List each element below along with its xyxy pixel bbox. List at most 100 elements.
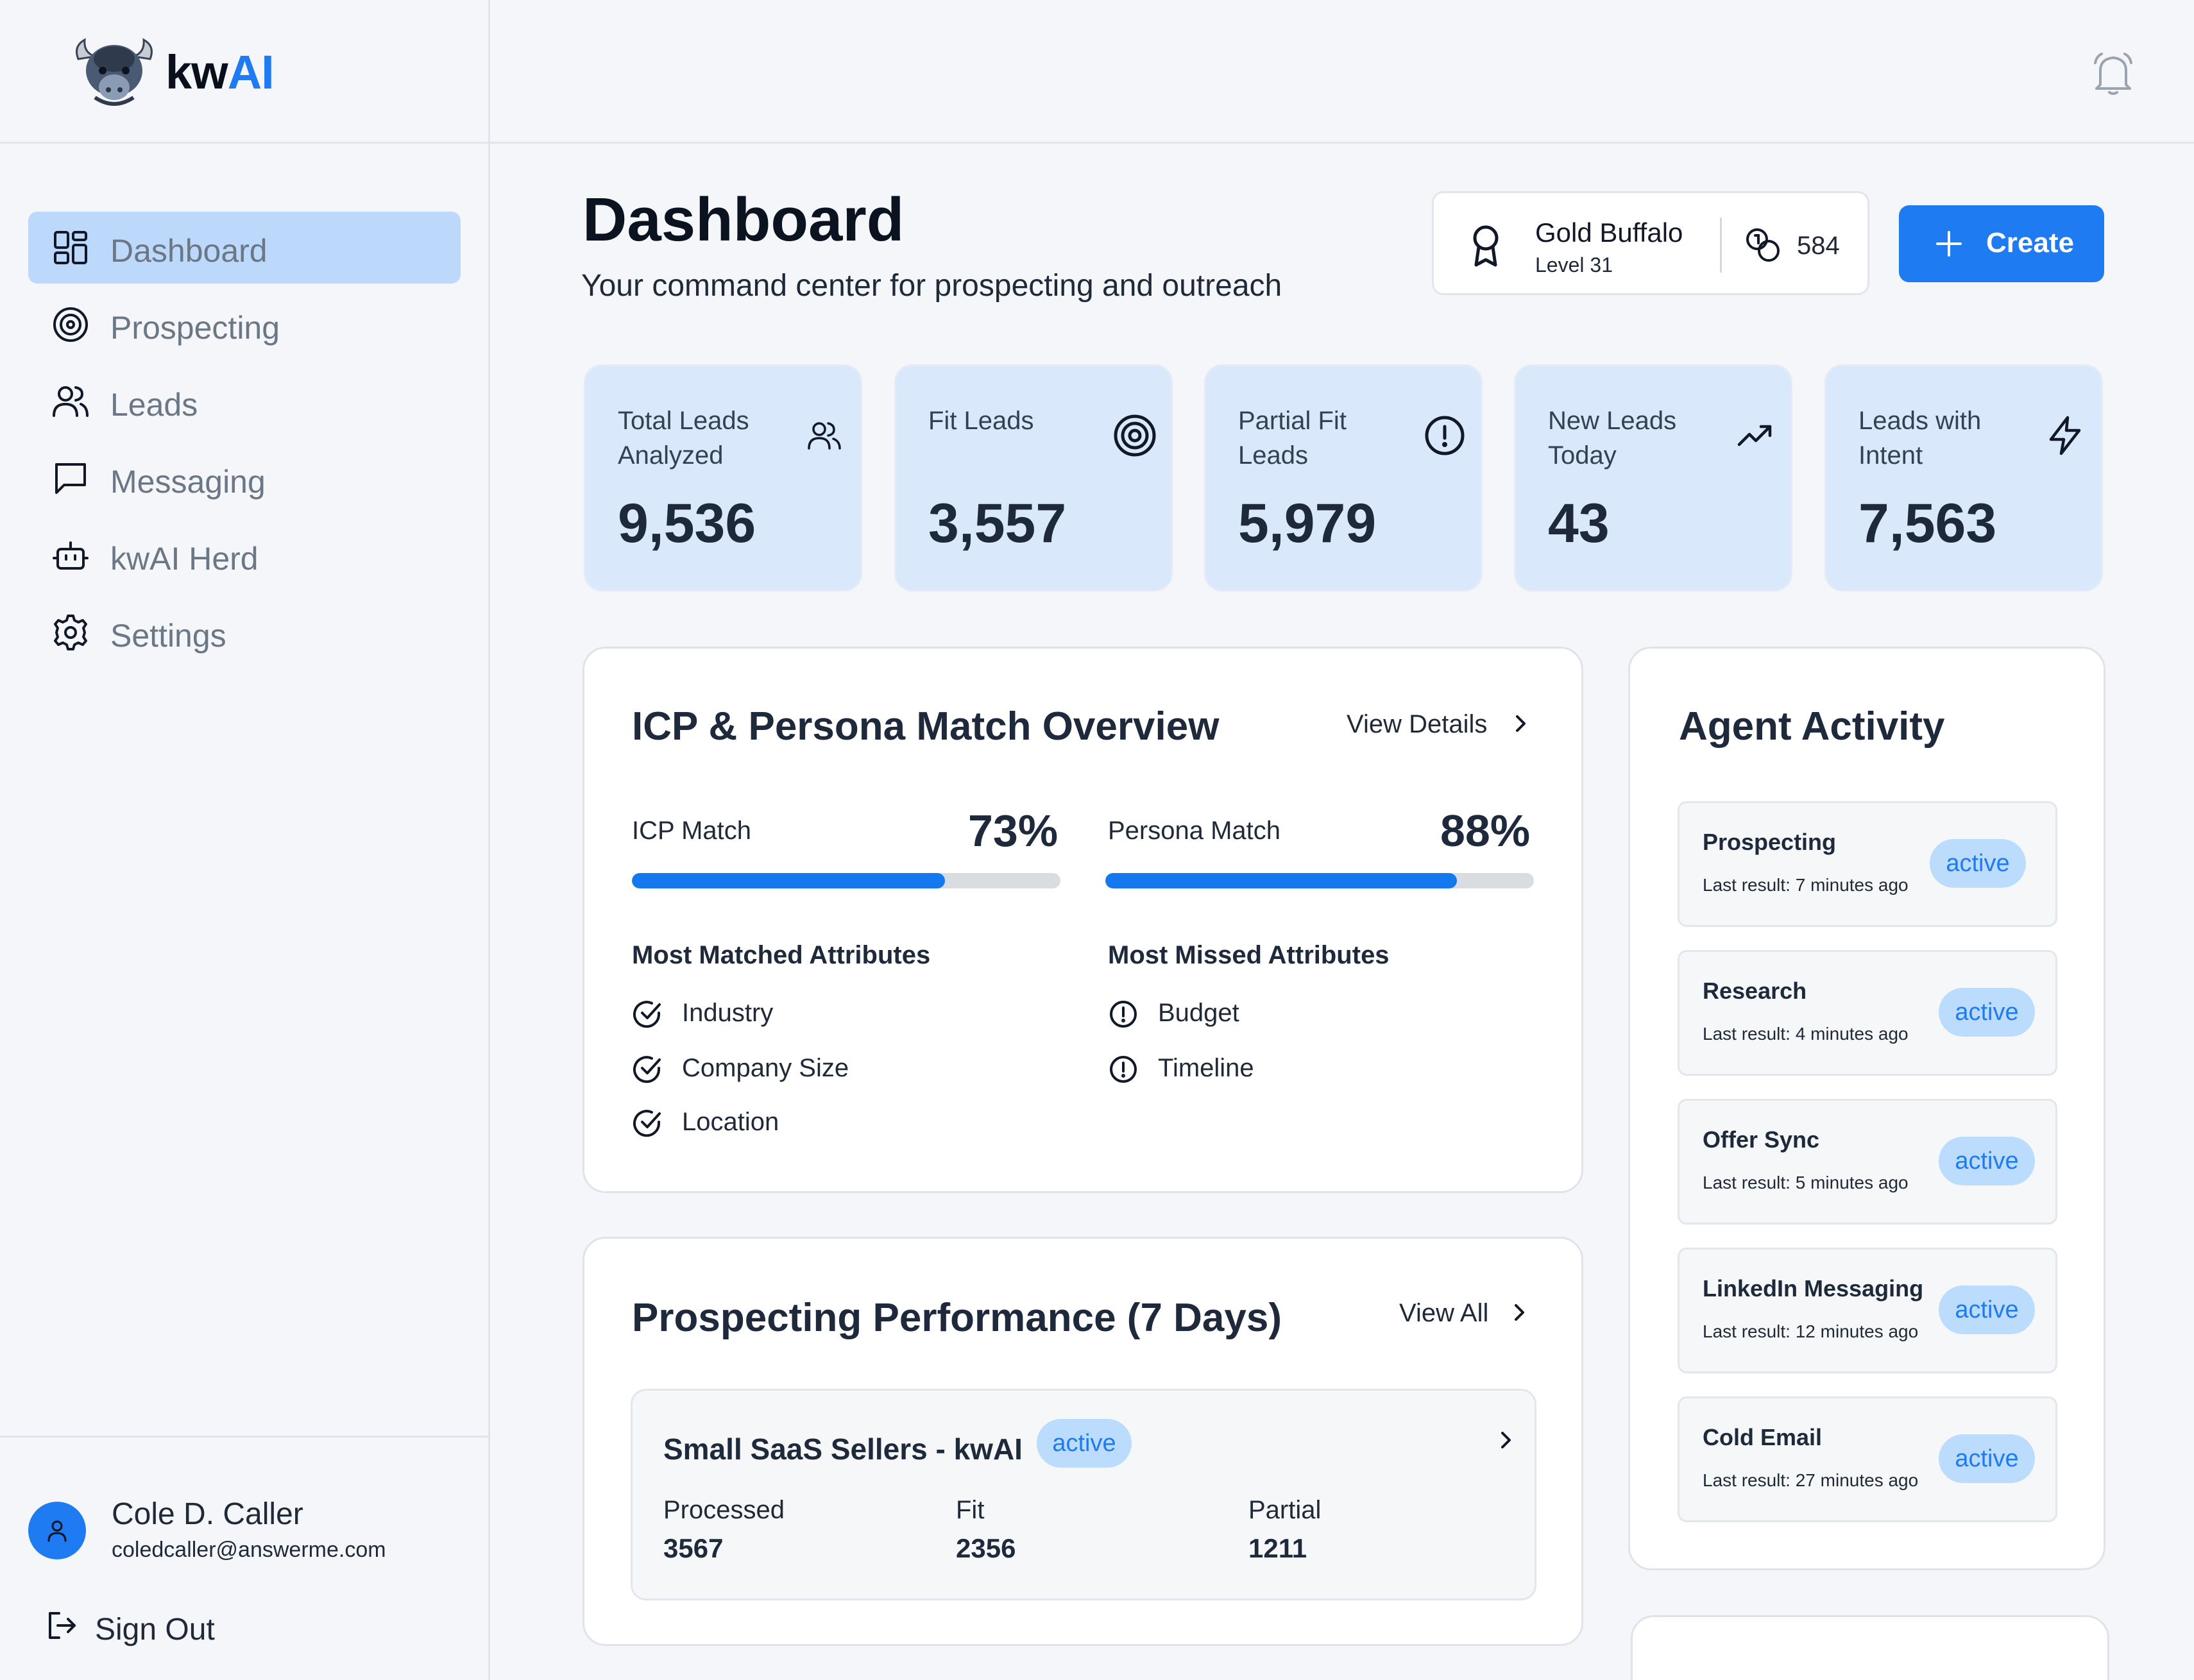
missed-attribute-item: Timeline bbox=[1108, 1050, 1467, 1089]
status-badge: active bbox=[1939, 988, 2035, 1037]
attribute-label: Budget bbox=[1158, 999, 1239, 1027]
rank-name: Gold Buffalo bbox=[1535, 217, 1683, 248]
divider bbox=[1720, 217, 1722, 273]
create-button[interactable]: Create bbox=[1899, 205, 2104, 282]
missed-attribute-item: Budget bbox=[1108, 995, 1467, 1033]
agent-item-prospecting[interactable]: Prospecting Last result: 7 minutes ago a… bbox=[1678, 801, 2057, 927]
panel-title: ICP & Persona Match Overview bbox=[632, 704, 1220, 749]
matched-attribute-item: Location bbox=[632, 1104, 991, 1142]
attribute-label: Location bbox=[682, 1108, 779, 1136]
buffalo-logo[interactable] bbox=[72, 33, 157, 110]
sidebar-item-messaging[interactable]: Messaging bbox=[28, 443, 461, 514]
brand-name[interactable]: kwAI bbox=[166, 45, 275, 99]
status-badge: active bbox=[1037, 1419, 1132, 1468]
missed-attributes-heading: Most Missed Attributes bbox=[1108, 941, 1390, 969]
avatar[interactable] bbox=[28, 1502, 86, 1559]
stat-card-new-leads[interactable]: New Leads Today 43 bbox=[1514, 364, 1792, 591]
gear-icon bbox=[51, 613, 90, 652]
alert-circle-icon bbox=[1108, 1054, 1139, 1085]
stat-label: Partial Fit Leads bbox=[1238, 407, 1347, 470]
agent-name: Research bbox=[1703, 978, 1807, 1004]
stat-label: Total Leads Analyzed bbox=[618, 407, 749, 470]
stat-value: 7,563 bbox=[1858, 493, 1997, 554]
sidebar-item-label: kwAI Herd bbox=[110, 541, 259, 577]
campaign-name: Small SaaS Sellers - kwAI bbox=[663, 1432, 1023, 1466]
stat-value: 43 bbox=[1548, 493, 1610, 554]
panel-title: Agent Activity bbox=[1679, 704, 1945, 749]
alert-circle-icon bbox=[1108, 999, 1139, 1030]
user-email: coledcaller@answerme.com bbox=[112, 1538, 386, 1562]
sidebar-item-label: Leads bbox=[110, 387, 198, 423]
panel-title: Prospecting Performance (7 Days) bbox=[632, 1296, 1282, 1340]
status-badge: active bbox=[1939, 1137, 2035, 1185]
attribute-label: Company Size bbox=[682, 1054, 849, 1082]
users-icon bbox=[801, 412, 847, 459]
view-details-link[interactable]: View Details bbox=[1347, 710, 1488, 738]
attribute-label: Industry bbox=[682, 999, 774, 1027]
award-icon bbox=[1467, 223, 1504, 267]
icp-progress-bar bbox=[632, 873, 1060, 888]
chevron-right-icon[interactable] bbox=[1509, 713, 1531, 734]
status-badge: active bbox=[1930, 839, 2026, 888]
sidebar-item-settings[interactable]: Settings bbox=[28, 597, 461, 668]
prospecting-performance-panel: Prospecting Performance (7 Days) View Al… bbox=[583, 1237, 1583, 1646]
stat-value: 5,979 bbox=[1238, 493, 1377, 554]
bottom-panel-partial bbox=[1631, 1615, 2109, 1680]
sidebar-item-kwai-herd[interactable]: kwAI Herd bbox=[28, 520, 461, 591]
sidebar-item-label: Messaging bbox=[110, 464, 266, 500]
brand-name-part2: AI bbox=[227, 46, 275, 99]
icp-progress-fill bbox=[632, 873, 945, 888]
chevron-right-icon[interactable] bbox=[1508, 1302, 1530, 1323]
coins-value: 584 bbox=[1797, 232, 1840, 260]
agent-last-result: Last result: 12 minutes ago bbox=[1703, 1321, 1919, 1341]
agent-last-result: Last result: 7 minutes ago bbox=[1703, 875, 1909, 895]
status-badge: active bbox=[1939, 1434, 2035, 1483]
agent-name: Cold Email bbox=[1703, 1424, 1823, 1450]
rank-card[interactable]: Gold Buffalo Level 31 584 bbox=[1432, 191, 1869, 295]
target-icon bbox=[51, 305, 90, 344]
stat-label: New Leads Today bbox=[1548, 407, 1677, 470]
processed-label: Processed bbox=[663, 1496, 785, 1524]
persona-match-label: Persona Match bbox=[1108, 817, 1281, 845]
sidebar-item-label: Dashboard bbox=[110, 233, 268, 269]
view-all-link[interactable]: View All bbox=[1399, 1299, 1489, 1327]
matched-attribute-item: Industry bbox=[632, 995, 991, 1033]
campaign-card[interactable]: Small SaaS Sellers - kwAI active Process… bbox=[631, 1389, 1536, 1600]
page-subtitle: Your command center for prospecting and … bbox=[581, 269, 1282, 303]
agent-activity-panel: Agent Activity Prospecting Last result: … bbox=[1628, 647, 2105, 1570]
agent-item-research[interactable]: Research Last result: 4 minutes ago acti… bbox=[1678, 950, 2057, 1076]
sign-out-button[interactable]: Sign Out bbox=[46, 1607, 303, 1652]
sidebar-item-prospecting[interactable]: Prospecting bbox=[28, 289, 461, 361]
bell-icon[interactable] bbox=[2091, 50, 2135, 96]
stat-card-fit-leads[interactable]: Fit Leads 3,557 bbox=[894, 364, 1173, 591]
alert-circle-icon bbox=[1422, 412, 1468, 459]
stat-card-total-leads[interactable]: Total Leads Analyzed 9,536 bbox=[584, 364, 862, 591]
agent-last-result: Last result: 27 minutes ago bbox=[1703, 1470, 1919, 1490]
plus-icon bbox=[1935, 230, 1963, 258]
agent-last-result: Last result: 5 minutes ago bbox=[1703, 1173, 1909, 1192]
chevron-right-icon[interactable] bbox=[1495, 1429, 1517, 1451]
agent-item-offer-sync[interactable]: Offer Sync Last result: 5 minutes ago ac… bbox=[1678, 1099, 2057, 1225]
attribute-label: Timeline bbox=[1158, 1054, 1254, 1082]
sidebar-item-leads[interactable]: Leads bbox=[28, 366, 461, 437]
persona-progress-bar bbox=[1105, 873, 1534, 888]
stat-label: Fit Leads bbox=[928, 407, 1034, 435]
agent-item-linkedin-messaging[interactable]: LinkedIn Messaging Last result: 12 minut… bbox=[1678, 1248, 2057, 1373]
bot-icon bbox=[51, 536, 90, 575]
persona-progress-fill bbox=[1105, 873, 1457, 888]
check-circle-icon bbox=[632, 1054, 663, 1085]
icp-overview-panel: ICP & Persona Match Overview View Detail… bbox=[583, 647, 1583, 1193]
agent-item-cold-email[interactable]: Cold Email Last result: 27 minutes ago a… bbox=[1678, 1396, 2057, 1522]
stat-card-partial-fit[interactable]: Partial Fit Leads 5,979 bbox=[1204, 364, 1483, 591]
stat-value: 9,536 bbox=[618, 493, 756, 554]
persona-match-value: 88% bbox=[1440, 806, 1531, 856]
agent-last-result: Last result: 4 minutes ago bbox=[1703, 1024, 1909, 1044]
matched-attributes-heading: Most Matched Attributes bbox=[632, 941, 931, 969]
icp-match-value: 73% bbox=[968, 806, 1059, 856]
processed-value: 3567 bbox=[663, 1533, 724, 1563]
logout-icon bbox=[46, 1609, 78, 1642]
target-icon bbox=[1112, 412, 1158, 459]
stat-card-intent[interactable]: Leads with Intent 7,563 bbox=[1824, 364, 2103, 591]
sidebar-item-dashboard[interactable]: Dashboard bbox=[28, 212, 461, 284]
fit-value: 2356 bbox=[956, 1533, 1016, 1563]
